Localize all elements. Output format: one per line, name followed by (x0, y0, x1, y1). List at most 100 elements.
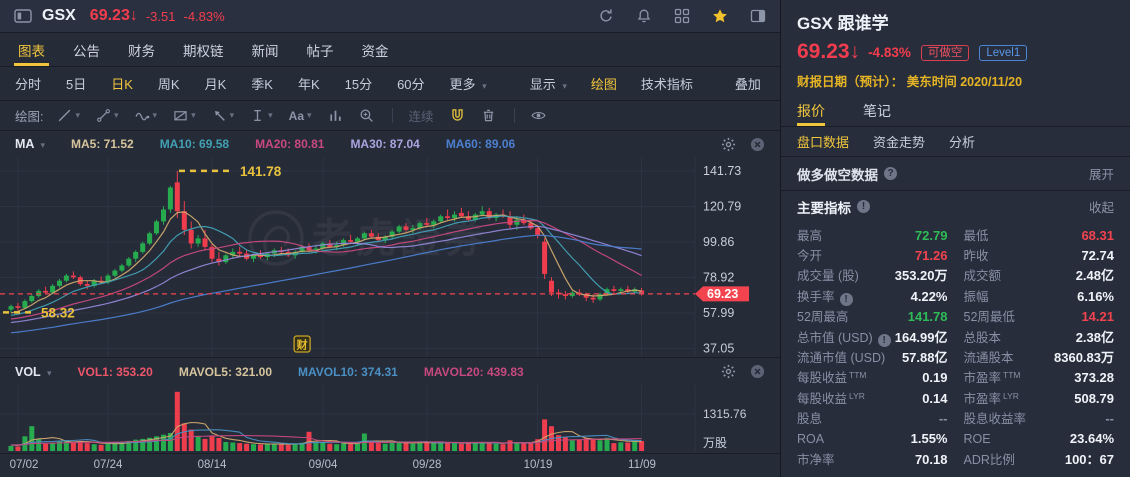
main-tab-6[interactable]: 资金 (348, 33, 403, 66)
period-tab-6[interactable]: 年K (298, 74, 320, 93)
metric-value: 1.55% (911, 431, 948, 446)
table-row: 成交量 (股)353.20万成交额2.48亿 (781, 265, 1130, 285)
metric-value: 0.14 (922, 391, 947, 406)
metric-value: 14.21 (1081, 309, 1114, 324)
arrow-tool-icon[interactable]: ▾ (212, 108, 235, 123)
period-tab-0[interactable]: 分时 (15, 74, 41, 93)
line-tool-icon[interactable]: ▾ (57, 108, 80, 123)
period-tab-1[interactable]: 5日 (66, 74, 86, 93)
period-tab-8[interactable]: 60分 (397, 74, 424, 93)
ma-indicator-name[interactable]: MA ▾ (15, 137, 45, 151)
info-icon[interactable]: ! (840, 293, 853, 306)
ma-legend-item-3: MA30: 87.04 (350, 137, 419, 151)
metric-value: -- (939, 411, 948, 426)
vol-legend-item-3: MAVOL20: 439.83 (424, 365, 524, 379)
panel-tab-1[interactable]: 笔记 (863, 96, 891, 126)
metric-value: 8360.83万 (1054, 347, 1114, 366)
metric-cell: 换手率!4.22% (797, 286, 948, 305)
favorite-star-icon[interactable] (712, 8, 728, 24)
table-row: 最高72.79最低68.31 (781, 224, 1130, 244)
metric-value: 0.19 (922, 370, 947, 385)
metric-cell: 市净率70.18 (797, 449, 948, 468)
eye-icon[interactable] (531, 108, 546, 123)
info-icon[interactable]: ? (884, 167, 897, 180)
metric-cell: 成交量 (股)353.20万 (797, 265, 948, 284)
volume-chart[interactable]: 1315.76万股 (0, 385, 780, 453)
bars-tool-icon[interactable] (328, 108, 343, 123)
svg-text:99.86: 99.86 (703, 235, 734, 249)
info-icon[interactable]: ! (857, 200, 870, 213)
metric-label: 最高 (797, 225, 822, 244)
date-tick-label: 08/14 (190, 459, 234, 471)
metric-cell: 每股收益LYR0.14 (797, 388, 948, 407)
wave-tool-icon[interactable]: ▾ (135, 108, 158, 123)
continuous-draw-label[interactable]: 连续 (409, 106, 434, 125)
vol-indicator-name[interactable]: VOL ▾ (15, 365, 51, 379)
trend-tool-icon[interactable]: ▾ (96, 108, 119, 123)
grid-layout-icon[interactable] (674, 8, 690, 24)
table-row: 每股收益TTM0.19市盈率TTM373.28 (781, 367, 1130, 387)
table-row: 今开71.26昨收72.74 (781, 244, 1130, 264)
svg-text:57.99: 57.99 (703, 306, 734, 320)
period-tab-5[interactable]: 季K (251, 74, 273, 93)
period-tab-3[interactable]: 周K (158, 74, 180, 93)
metric-label: 流通市值 (USD) (797, 347, 885, 366)
panel-subtab-2[interactable]: 分析 (949, 132, 975, 151)
magnet-icon[interactable] (450, 108, 465, 123)
trash-icon[interactable] (481, 108, 496, 123)
panel-price-percent: -4.83% (868, 45, 911, 60)
metric-cell: 今开71.26 (797, 245, 948, 264)
chart-section: GSX 69.23↓ -3.51 -4.83% 图表公告财务期权链新闻帖子资金 … (0, 0, 780, 477)
gear-icon[interactable] (721, 364, 736, 379)
main-tab-0[interactable]: 图表 (4, 33, 59, 66)
metric-label: 流通股本 (964, 347, 1014, 366)
section-toggle[interactable]: 展开 (1089, 164, 1114, 183)
metric-cell: 振幅6.16% (964, 286, 1115, 305)
panel-subtab-1[interactable]: 资金走势 (873, 132, 925, 151)
earnings-date-line: 财报日期（预计）： 美东时间 2020/11/20 (781, 66, 1130, 92)
table-row: 流通市值 (USD)57.88亿流通股本8360.83万 (781, 346, 1130, 366)
main-tab-4[interactable]: 新闻 (238, 33, 293, 66)
section-toggle[interactable]: 收起 (1089, 197, 1114, 216)
metric-cell: ADR比例100：67 (964, 449, 1115, 468)
main-tab-5[interactable]: 帖子 (293, 33, 348, 66)
candlestick-chart[interactable]: 141.73120.7999.8678.9257.9937.05老虎證券69.2… (0, 157, 780, 357)
gear-icon[interactable] (721, 137, 736, 152)
period-tab-4[interactable]: 月K (205, 74, 227, 93)
period-tab-7[interactable]: 15分 (345, 74, 372, 93)
text-tool-icon[interactable]: Aa ▾ (289, 109, 312, 123)
section-title: 主要指标! (797, 197, 870, 217)
table-row: 52周最高141.7852周最低14.21 (781, 306, 1130, 326)
zoom-in-tool-icon[interactable] (359, 108, 374, 123)
section-row: 主要指标! 收起 (781, 191, 1130, 222)
close-icon[interactable] (750, 364, 765, 379)
show-dropdown[interactable]: 显示 ▾ (530, 74, 567, 93)
measure-tool-icon[interactable]: ▾ (250, 108, 273, 123)
quote-panel: GSX 跟谁学 69.23↓ -4.83% 可做空Level1 财报日期（预计）… (780, 0, 1130, 477)
period-more-dropdown[interactable]: 更多 ▾ (450, 74, 487, 93)
window-layout-icon[interactable] (14, 8, 32, 24)
main-tab-1[interactable]: 公告 (59, 33, 114, 66)
metric-value: 72.79 (915, 228, 948, 243)
metric-cell: 总市值 (USD)!164.99亿 (797, 327, 948, 346)
svg-text:财: 财 (296, 338, 308, 352)
main-tab-2[interactable]: 财务 (114, 33, 169, 66)
panel-subtab-0[interactable]: 盘口数据 (797, 132, 849, 151)
pattern-tool-icon[interactable]: ▾ (173, 108, 196, 123)
panel-toggle-icon[interactable] (750, 8, 766, 24)
period-toolbar: 分时5日日K周K月K季K年K15分60分更多 ▾显示 ▾绘图技术指标叠加筹码 (0, 67, 780, 101)
svg-text:69.23: 69.23 (707, 287, 738, 301)
period-tab-2[interactable]: 日K (111, 74, 133, 93)
close-icon[interactable] (750, 137, 765, 152)
main-tab-3[interactable]: 期权链 (169, 33, 238, 66)
metric-label: 52周最高 (797, 306, 848, 325)
panel-tab-0[interactable]: 报价 (797, 96, 825, 126)
draw-mode-button[interactable]: 绘图 (591, 74, 617, 93)
overlay-button[interactable]: 叠加 (735, 74, 761, 93)
bell-icon[interactable] (636, 8, 652, 24)
metric-value: 2.38亿 (1076, 327, 1114, 346)
refresh-icon[interactable] (598, 8, 614, 24)
info-icon[interactable]: ! (878, 334, 891, 347)
technical-indicators-button[interactable]: 技术指标 (641, 74, 693, 93)
metric-label: ADR比例 (964, 449, 1015, 468)
